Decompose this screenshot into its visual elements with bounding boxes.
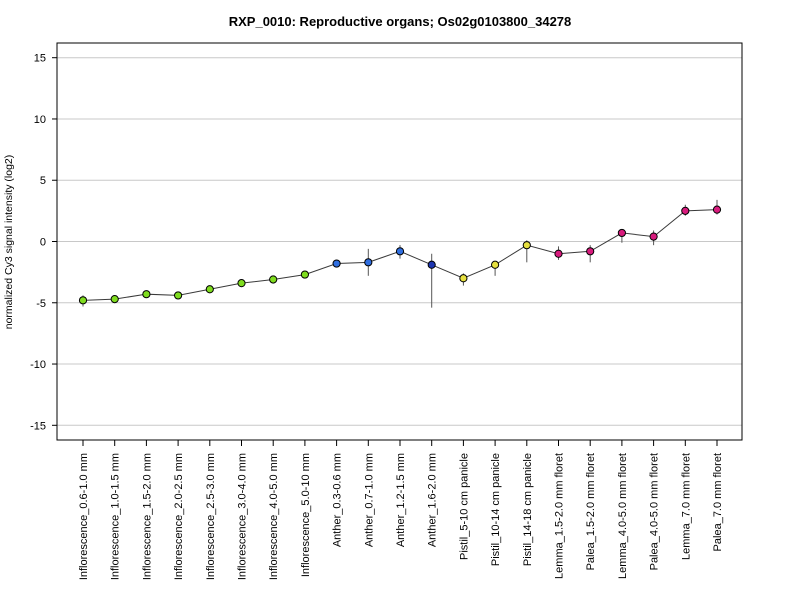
data-point (332, 259, 341, 268)
y-axis-label: normalized Cy3 signal intensity (log2) (3, 155, 15, 330)
y-tick-label: -15 (30, 420, 46, 432)
data-point (142, 290, 151, 299)
data-point (617, 228, 627, 238)
x-tick-label: Inflorescence_0.6-1.0 mm (78, 453, 90, 580)
y-tick-label: 10 (34, 114, 46, 126)
chart-title: RXP_0010: Reproductive organs; Os02g0103… (229, 14, 572, 29)
data-point (712, 205, 722, 214)
data-point (237, 279, 246, 288)
data-point (269, 275, 278, 284)
y-axis: -15 -10 -5 0 5 10 15 (30, 53, 57, 432)
x-tick-label: Inflorescence_4.0-5.0 mm (268, 453, 280, 580)
data-point (681, 206, 690, 215)
data-point (110, 294, 119, 304)
y-tick-label: 0 (40, 237, 46, 249)
x-axis: Inflorescence_0.6-1.0 mm Inflorescence_1.… (78, 440, 724, 580)
data-point (586, 247, 595, 256)
data-point (174, 291, 183, 300)
x-tick-label: Inflorescence_2.5-3.0 mm (205, 453, 217, 580)
x-tick-label: Inflorescence_1.5-2.0 mm (141, 453, 153, 580)
data-point (395, 247, 405, 256)
y-tick-label: -5 (36, 298, 46, 310)
y-tick-label: 5 (40, 175, 46, 187)
x-tick-label: Inflorescence_5.0-10 mm (300, 453, 312, 577)
x-tick-label: Palea_4.0-5.0 mm floret (649, 453, 661, 570)
data-points (78, 205, 722, 305)
x-tick-label: Palea_1.5-2.0 mm floret (585, 453, 597, 570)
y-tick-label: -10 (30, 359, 46, 371)
gridlines (57, 57, 742, 426)
x-tick-label: Anther_0.7-1.0 mm (363, 453, 375, 547)
x-tick-label: Inflorescence_2.0-2.5 mm (173, 453, 185, 580)
data-point (491, 260, 500, 269)
x-tick-label: Lemma_4.0-5.0 mm floret (617, 453, 629, 579)
x-tick-label: Lemma_1.5-2.0 mm floret (554, 453, 566, 579)
x-tick-label: Inflorescence_3.0-4.0 mm (237, 453, 249, 580)
x-tick-label: Anther_0.3-0.6 mm (332, 453, 344, 547)
data-point (554, 249, 563, 258)
x-tick-label: Pistil_14-18 cm panicle (522, 453, 534, 566)
data-point (78, 296, 88, 305)
y-tick-label: 15 (34, 53, 46, 65)
x-tick-label: Lemma_7.0 mm floret (680, 453, 692, 560)
data-point (364, 258, 373, 267)
data-point (649, 232, 658, 241)
x-tick-label: Pistil_10-14 cm panicle (490, 453, 502, 566)
x-tick-label: Anther_1.2-1.5 mm (395, 453, 407, 547)
data-point (459, 274, 468, 283)
data-point (205, 285, 214, 294)
x-tick-label: Palea_7.0 mm floret (712, 453, 724, 551)
x-tick-label: Anther_1.6-2.0 mm (427, 453, 439, 547)
data-point (427, 260, 436, 269)
data-point (522, 241, 531, 250)
data-point (300, 270, 309, 279)
x-tick-label: Inflorescence_1.0-1.5 mm (110, 453, 122, 580)
x-tick-label: Pistil_5-10 cm panicle (458, 453, 470, 560)
